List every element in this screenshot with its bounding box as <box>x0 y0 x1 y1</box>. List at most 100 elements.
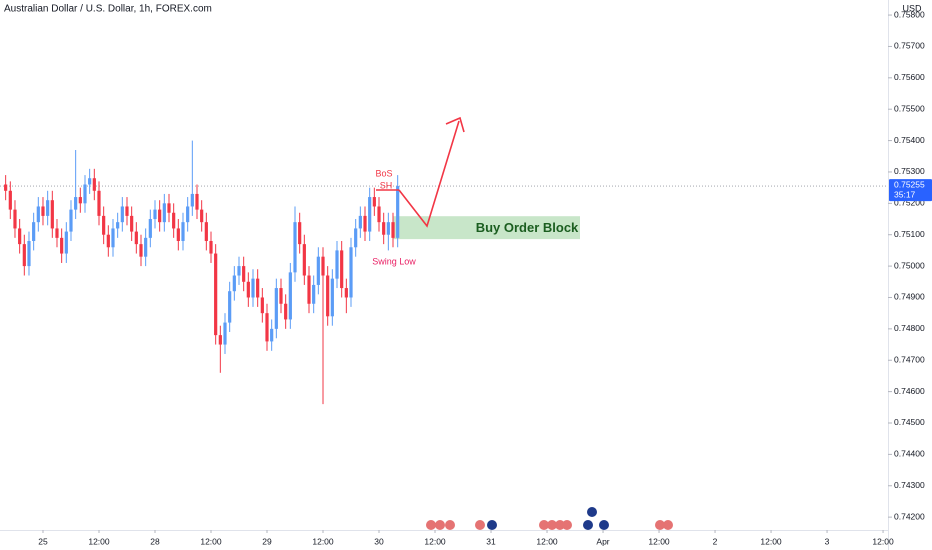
candle-body <box>279 288 283 304</box>
x-tick-label: 12:00 <box>200 536 222 546</box>
y-tick-label: 0.75100 <box>894 229 925 239</box>
x-tick-label: 31 <box>486 536 496 546</box>
candle-body <box>8 190 12 210</box>
candle-body <box>242 266 246 282</box>
price-unit: USD <box>902 3 922 13</box>
candle-body <box>162 203 166 223</box>
candle-body <box>50 200 54 229</box>
y-tick-label: 0.74500 <box>894 417 925 427</box>
x-tick-label: 12:00 <box>760 536 782 546</box>
candle-body <box>78 197 82 204</box>
candle-body <box>284 303 288 320</box>
x-tick-label: 3 <box>825 536 830 546</box>
x-tick-label: 2 <box>713 536 718 546</box>
candle-body <box>214 253 218 336</box>
candle-body <box>195 193 199 210</box>
candle-body <box>293 222 297 273</box>
candle-body <box>228 291 232 323</box>
candle-body <box>246 281 250 298</box>
candle-body <box>335 250 339 279</box>
candle-body <box>181 222 185 241</box>
y-tick-label: 0.75700 <box>894 41 925 51</box>
candle-body <box>153 209 157 220</box>
candle-body <box>172 212 176 229</box>
candle-body <box>391 222 395 238</box>
last-price-badge <box>889 179 932 202</box>
candle-body <box>251 278 255 298</box>
candle-body <box>46 200 50 216</box>
projection-arrow <box>398 120 460 228</box>
candle-body <box>116 222 120 229</box>
candle-body <box>274 288 278 329</box>
candle-body <box>223 322 227 345</box>
candle-body <box>55 228 59 238</box>
candle-body <box>69 209 73 232</box>
candle-body <box>256 278 260 298</box>
candle-body <box>382 222 386 235</box>
candle-body <box>326 275 330 317</box>
candle-body <box>270 328 274 342</box>
x-tick-label: Apr <box>596 536 609 546</box>
candle-body <box>92 178 96 191</box>
y-tick-label: 0.75800 <box>894 9 925 19</box>
y-tick-label: 0.74400 <box>894 449 925 459</box>
candle-body <box>354 228 358 248</box>
y-tick-label: 0.75600 <box>894 72 925 82</box>
candle-body <box>218 335 222 345</box>
chart-title: Australian Dollar / U.S. Dollar, 1h, FOR… <box>4 4 212 15</box>
x-tick-label: 25 <box>38 536 48 546</box>
candle-body <box>176 228 180 241</box>
x-tick-label: 12:00 <box>424 536 446 546</box>
candle-body <box>330 278 334 317</box>
order-block-zone <box>393 216 580 240</box>
y-tick-label: 0.75400 <box>894 135 925 145</box>
candle-body <box>130 215 134 232</box>
y-tick-label: 0.75300 <box>894 166 925 176</box>
x-tick-label: 30 <box>374 536 384 546</box>
last-price-label: 0.75255 <box>894 179 925 189</box>
candle-body <box>88 178 92 185</box>
candle-body <box>125 206 129 216</box>
candle-body <box>200 209 204 223</box>
candle-body <box>36 206 40 223</box>
candle-body <box>4 184 8 191</box>
y-tick-label: 0.75000 <box>894 260 925 270</box>
candle-body <box>134 231 138 245</box>
candle-body <box>158 209 162 223</box>
candle-body <box>316 256 320 285</box>
candle-body <box>60 237 64 254</box>
swing-low-label: Swing Low <box>372 256 416 266</box>
candle-body <box>41 206 45 216</box>
candle-body <box>321 256 325 276</box>
x-tick-label: 12:00 <box>872 536 894 546</box>
candle-body <box>265 313 269 342</box>
bos-label: BoS <box>375 168 392 178</box>
x-tick-label: 28 <box>150 536 160 546</box>
candle-body <box>288 272 292 320</box>
candle-body <box>97 190 101 216</box>
countdown-label: 35:17 <box>894 189 916 199</box>
event-icons <box>426 507 673 530</box>
candle-body <box>22 244 26 267</box>
x-tick-label: 12:00 <box>312 536 334 546</box>
y-tick-label: 0.74300 <box>894 480 925 490</box>
y-tick-label: 0.74700 <box>894 354 925 364</box>
candle-body <box>139 244 143 257</box>
candle-body <box>209 240 213 254</box>
arrow-head <box>445 116 465 133</box>
candle-body <box>27 240 31 267</box>
candle-body <box>396 186 400 238</box>
candle-body <box>190 193 194 207</box>
x-tick-label: 12:00 <box>88 536 110 546</box>
candle-body <box>377 206 381 223</box>
candle-body <box>64 231 68 254</box>
candle-body <box>302 244 306 276</box>
candle-body <box>18 228 22 245</box>
candle-body <box>312 284 316 304</box>
candle-body <box>204 222 208 241</box>
candle-body <box>186 206 190 223</box>
y-tick-label: 0.74200 <box>894 511 925 521</box>
candle-body <box>13 209 17 229</box>
